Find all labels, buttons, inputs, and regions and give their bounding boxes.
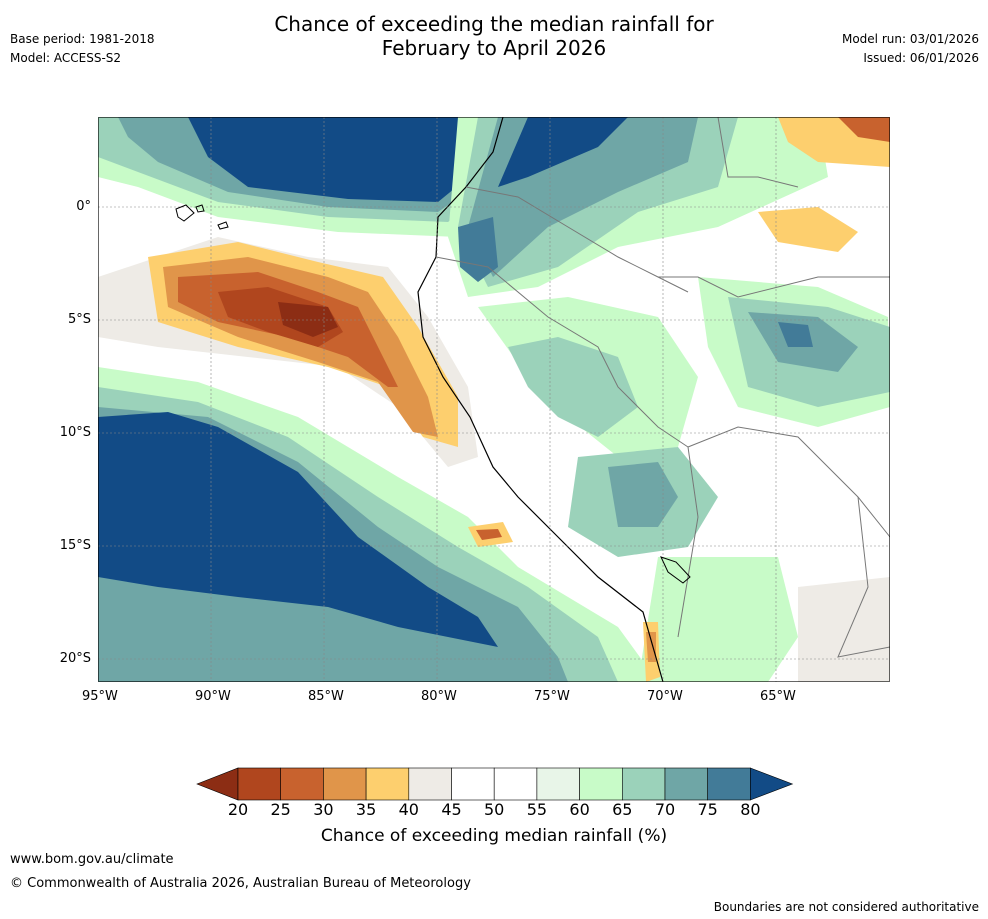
colorbar-tick-label: 65: [612, 800, 633, 819]
colorbar-bin: [237, 767, 282, 801]
colorbar-label: Chance of exceeding median rainfall (%): [320, 826, 668, 846]
colorbar-extend-low: [196, 767, 239, 801]
lat-label-0: 0°: [76, 199, 91, 214]
colorbar-tick-label: 30: [313, 800, 334, 819]
title-line-2: February to April 2026: [381, 36, 607, 60]
colorbar-bin: [451, 767, 495, 801]
base-period: Base period: 1981-2018: [10, 32, 155, 46]
colorbar-bin: [280, 767, 324, 801]
galapagos-islands: [175, 204, 229, 230]
lon-label-65w: 65°W: [760, 689, 796, 704]
lon-label-70w: 70°W: [647, 689, 683, 704]
map-title: Chance of exceeding the median rainfall …: [0, 12, 988, 60]
footer-copyright: © Commonwealth of Australia 2026, Austra…: [10, 876, 471, 891]
colorbar-bin: [664, 767, 709, 801]
colorbar-bin: [707, 767, 751, 801]
lon-label-80w: 80°W: [421, 689, 457, 704]
lat-label-15s: 15°S: [59, 538, 91, 553]
colorbar-tick-label: 45: [441, 800, 462, 819]
colorbar-bin: [536, 767, 580, 801]
colorbar-tick-label: 55: [526, 800, 548, 819]
colorbar-tick-label: 70: [654, 800, 676, 819]
colorbar-bin: [621, 767, 666, 801]
footer-disclaimer: Boundaries are not considered authoritat…: [713, 900, 979, 914]
lon-label-90w: 90°W: [195, 689, 231, 704]
footer-url[interactable]: www.bom.gov.au/climate: [10, 852, 174, 867]
colorbar-bin: [579, 767, 623, 801]
colorbar-tick-label: 50: [484, 800, 505, 819]
lon-label-75w: 75°W: [534, 689, 570, 704]
coastline: [417, 117, 664, 682]
colorbar-bin: [493, 767, 538, 801]
model-run: Model run: 03/01/2026: [841, 32, 979, 46]
lat-label-20s: 20°S: [59, 651, 91, 666]
graticule: [98, 117, 890, 682]
colorbar-bin: [408, 767, 452, 801]
issued-date: Issued: 06/01/2026: [863, 51, 979, 65]
colorbar-extend-high: [750, 767, 794, 801]
map-frame: [98, 117, 890, 682]
lon-label-95w: 95°W: [82, 689, 118, 704]
colorbar-tick-label: 40: [398, 800, 419, 819]
title-line-1: Chance of exceeding the median rainfall …: [274, 12, 714, 36]
colorbar-tick-label: 35: [355, 800, 377, 819]
model-name: Model: ACCESS-S2: [10, 51, 122, 65]
colorbar-tick-label: 20: [227, 800, 249, 819]
colorbar-bin: [365, 767, 410, 801]
rainfall-map: [98, 117, 890, 682]
colorbar: [196, 767, 794, 801]
country-borders: [435, 117, 890, 658]
colorbar-tick-label: 60: [569, 800, 590, 819]
lake-titicaca: [660, 556, 691, 584]
colorbar-tick-label: 25: [270, 800, 291, 819]
colorbar-bin: [323, 767, 367, 801]
lon-label-85w: 85°W: [308, 689, 344, 704]
colorbar-tick-label: 75: [697, 800, 718, 819]
lat-label-5s: 5°S: [67, 312, 91, 327]
colorbar-tick-label: 80: [740, 800, 761, 819]
lat-label-10s: 10°S: [59, 425, 91, 440]
